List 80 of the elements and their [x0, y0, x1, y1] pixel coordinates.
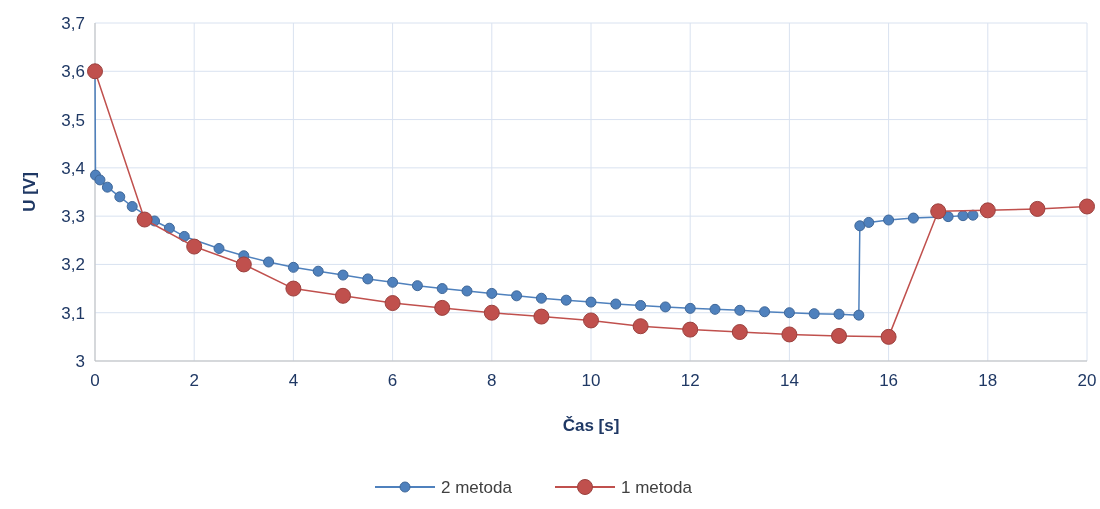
x-tick-label: 4	[288, 371, 299, 390]
point	[533, 308, 550, 325]
x-axis-title: Čas [s]	[562, 416, 620, 435]
point	[831, 327, 847, 344]
point	[907, 212, 919, 224]
point	[312, 265, 324, 277]
point	[979, 202, 996, 219]
point	[94, 174, 106, 186]
point	[734, 304, 746, 316]
y-tick-label: 3,2	[61, 255, 85, 275]
y-axis-title: U [V]	[20, 172, 39, 212]
point	[411, 280, 423, 292]
point	[759, 306, 771, 318]
point	[136, 211, 153, 228]
x-tick-label: 8	[487, 371, 497, 390]
point	[126, 200, 138, 212]
point	[682, 321, 699, 338]
point	[163, 222, 175, 234]
point	[808, 308, 820, 320]
point	[833, 308, 845, 320]
point	[709, 303, 721, 315]
point	[287, 261, 299, 273]
point	[583, 312, 599, 329]
legend-label: 2 metoda	[441, 477, 513, 497]
point	[635, 299, 647, 311]
point	[659, 301, 671, 313]
point	[853, 309, 865, 321]
point	[560, 294, 572, 306]
x-tick-label: 18	[978, 371, 998, 390]
point	[585, 296, 597, 308]
point	[384, 295, 401, 312]
point	[1029, 200, 1046, 217]
x-tick-label: 0	[90, 371, 100, 390]
point	[783, 307, 795, 319]
point	[883, 214, 895, 226]
point	[731, 324, 748, 341]
x-tick-label: 6	[387, 371, 398, 390]
x-tick-label: 14	[779, 371, 799, 390]
x-tick-label: 10	[581, 371, 601, 390]
point	[461, 285, 473, 297]
y-tick-label: 3,3	[61, 207, 85, 227]
point	[337, 269, 349, 281]
point	[101, 181, 113, 193]
point	[362, 273, 374, 285]
point	[511, 290, 523, 302]
x-tick-label: 20	[1077, 371, 1097, 390]
point	[632, 318, 649, 335]
point	[535, 292, 547, 304]
legend-label: 1 metoda	[621, 477, 693, 497]
point	[486, 287, 498, 299]
y-tick-label: 3,5	[61, 110, 85, 130]
point	[436, 283, 448, 295]
point	[335, 287, 351, 304]
point	[1079, 198, 1095, 215]
point	[235, 256, 252, 273]
x-tick-label: 12	[680, 371, 700, 390]
y-tick-label: 3,7	[61, 13, 85, 33]
point	[880, 328, 897, 345]
point	[263, 256, 275, 268]
point	[483, 304, 500, 321]
point	[213, 242, 225, 254]
point	[930, 203, 947, 220]
point	[434, 299, 451, 316]
y-tick-label: 3	[75, 351, 85, 371]
point	[863, 216, 875, 228]
point	[684, 302, 696, 314]
point	[967, 209, 979, 221]
point	[114, 191, 126, 203]
point	[178, 230, 190, 242]
point	[610, 298, 622, 310]
y-tick-label: 3,6	[61, 62, 85, 82]
y-tick-label: 3,4	[61, 158, 85, 178]
point	[781, 326, 798, 343]
point	[387, 276, 399, 288]
y-tick-label: 3,1	[61, 303, 85, 323]
x-tick-label: 16	[879, 371, 899, 390]
point	[854, 220, 866, 232]
point	[186, 238, 203, 255]
point	[285, 280, 302, 297]
x-tick-label: 2	[189, 371, 199, 390]
